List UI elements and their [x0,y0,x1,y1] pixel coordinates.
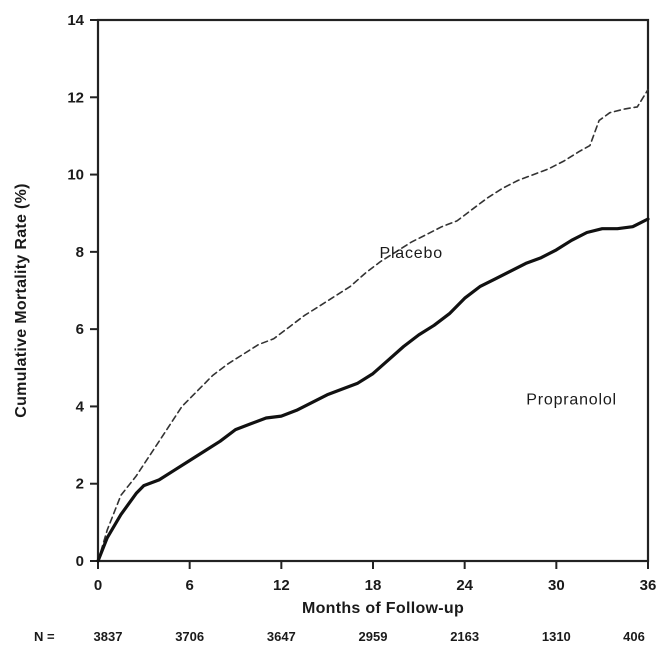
n-at-risk-value: 2959 [359,629,388,644]
n-at-risk-value: 3647 [267,629,296,644]
n-at-risk-value: 3837 [94,629,123,644]
placebo-line [97,88,649,562]
y-tick-label: 10 [67,167,84,184]
labels-layer: Months of Follow-up Cumulative Mortality… [13,183,617,644]
placebo-series-label: Placebo [379,245,442,262]
x-tick-label: 18 [365,577,382,594]
y-tick-label: 0 [76,553,84,570]
x-tick-label: 24 [456,577,473,594]
y-tick-label: 14 [67,12,84,29]
x-tick-label: 12 [273,577,290,594]
y-tick-label: 8 [76,244,84,261]
x-tick-label: 30 [548,577,565,594]
n-at-risk-value: 3706 [175,629,204,644]
y-tick-label: 2 [76,476,84,493]
n-at-risk-value: 406 [623,629,645,644]
x-tick-label: 0 [94,577,102,594]
x-tick-label: 6 [185,577,193,594]
y-axis-title: Cumulative Mortality Rate (%) [13,183,30,418]
series-layer [96,88,650,563]
y-tick-label: 12 [67,89,84,106]
n-at-risk-value: 2163 [450,629,479,644]
n-at-risk-row: 3837 3706 3647 2959 2163 1310 406 [94,629,645,644]
x-axis-title: Months of Follow-up [302,600,464,617]
n-at-risk-value: 1310 [542,629,571,644]
y-tick-label: 4 [76,398,85,415]
y-tick-label: 6 [76,321,84,338]
plot-frame [96,18,650,563]
x-tick-label: 36 [640,577,657,594]
n-at-risk-prefix: N = [34,629,55,644]
propranolol-line [96,217,650,563]
propranolol-series-label: Propranolol [526,392,617,409]
